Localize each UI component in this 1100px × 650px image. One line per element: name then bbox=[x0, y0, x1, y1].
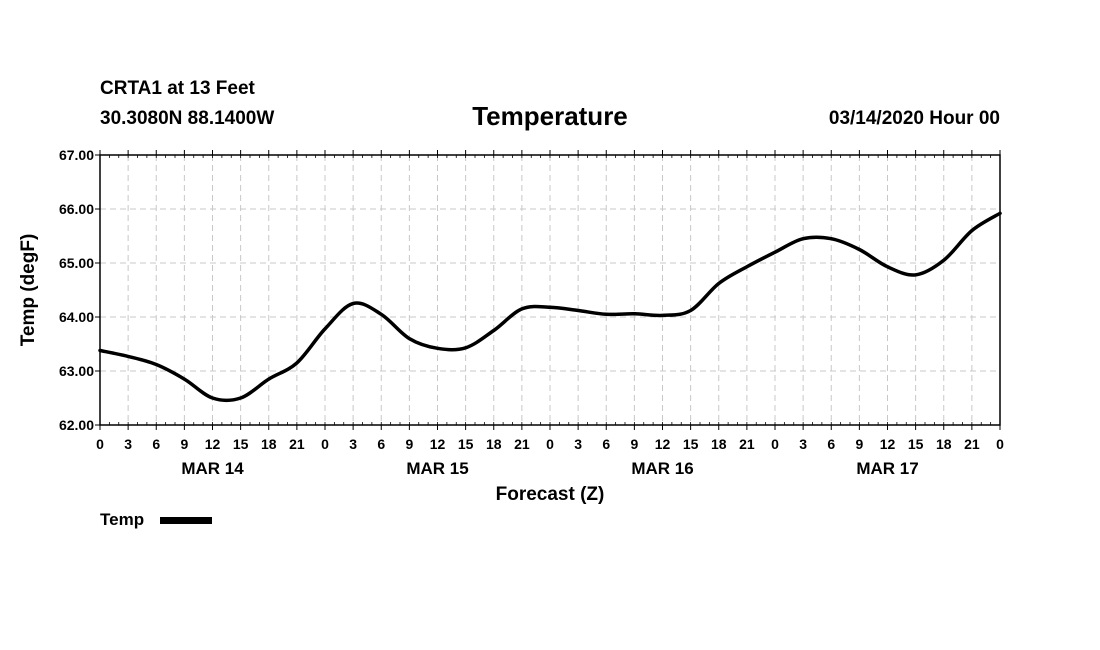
x-tick-label: 12 bbox=[430, 436, 446, 452]
day-label: MAR 15 bbox=[406, 459, 468, 478]
day-labels: MAR 14 MAR 15 MAR 16 MAR 17 bbox=[181, 459, 918, 478]
x-tick-label: 12 bbox=[880, 436, 896, 452]
x-tick-label: 18 bbox=[711, 436, 727, 452]
x-tick-label: 21 bbox=[739, 436, 755, 452]
y-tick-label: 67.00 bbox=[59, 147, 94, 163]
y-tick-label: 63.00 bbox=[59, 363, 94, 379]
temp-series-line bbox=[98, 211, 1002, 403]
x-tick-label: 9 bbox=[405, 436, 413, 452]
x-tick-label: 3 bbox=[799, 436, 807, 452]
x-tick-label: 6 bbox=[152, 436, 160, 452]
x-tick-label: 15 bbox=[683, 436, 699, 452]
x-tick-label: 3 bbox=[124, 436, 132, 452]
x-tick-label: 21 bbox=[514, 436, 530, 452]
x-tick-label: 0 bbox=[771, 436, 779, 452]
legend-label: Temp bbox=[100, 510, 144, 529]
y-tick-labels: 62.00 63.00 64.00 65.00 66.00 67.00 bbox=[59, 147, 94, 433]
x-tick-label: 6 bbox=[827, 436, 835, 452]
x-tick-label: 21 bbox=[289, 436, 305, 452]
x-tick-label: 9 bbox=[855, 436, 863, 452]
x-tick-label: 18 bbox=[936, 436, 952, 452]
x-tick-label: 18 bbox=[486, 436, 502, 452]
x-tick-label: 3 bbox=[574, 436, 582, 452]
x-tick-label: 0 bbox=[546, 436, 554, 452]
x-tick-label: 12 bbox=[205, 436, 221, 452]
x-tick-label: 3 bbox=[349, 436, 357, 452]
x-tick-label: 0 bbox=[996, 436, 1004, 452]
x-tick-label: 15 bbox=[233, 436, 249, 452]
chart-title: Temperature bbox=[472, 101, 628, 131]
x-tick-label: 6 bbox=[377, 436, 385, 452]
grid-lines bbox=[99, 154, 1001, 426]
y-tick-label: 64.00 bbox=[59, 309, 94, 325]
x-tick-label: 21 bbox=[964, 436, 980, 452]
x-tick-label: 12 bbox=[655, 436, 671, 452]
x-tick-label: 15 bbox=[458, 436, 474, 452]
x-tick-label: 9 bbox=[180, 436, 188, 452]
plot-frame bbox=[99, 154, 1001, 426]
issued-label: 03/14/2020 Hour 00 bbox=[829, 108, 1000, 129]
y-tick-label: 66.00 bbox=[59, 201, 94, 217]
legend-swatch bbox=[160, 517, 212, 524]
location-label: 30.3080N 88.1400W bbox=[100, 108, 274, 129]
y-tick-label: 65.00 bbox=[59, 255, 94, 271]
x-axis-title: Forecast (Z) bbox=[496, 484, 605, 505]
station-label: CRTA1 at 13 Feet bbox=[100, 78, 256, 99]
axis-ticks bbox=[95, 150, 1001, 430]
x-tick-label: 15 bbox=[908, 436, 924, 452]
day-label: MAR 16 bbox=[631, 459, 693, 478]
day-label: MAR 14 bbox=[181, 459, 244, 478]
x-tick-label: 18 bbox=[261, 436, 277, 452]
x-tick-label: 9 bbox=[630, 436, 638, 452]
y-tick-label: 62.00 bbox=[59, 417, 94, 433]
x-tick-label: 0 bbox=[321, 436, 329, 452]
y-axis-title: Temp (degF) bbox=[18, 234, 39, 347]
x-tick-label: 6 bbox=[602, 436, 610, 452]
x-tick-labels: 0 3 6 9 12 15 18 21 0 3 6 9 12 15 18 21 0 3 6 9 12 15 18 21 0 3 6 9… bbox=[96, 436, 1004, 452]
x-tick-label: 0 bbox=[96, 436, 104, 452]
day-label: MAR 17 bbox=[856, 459, 918, 478]
